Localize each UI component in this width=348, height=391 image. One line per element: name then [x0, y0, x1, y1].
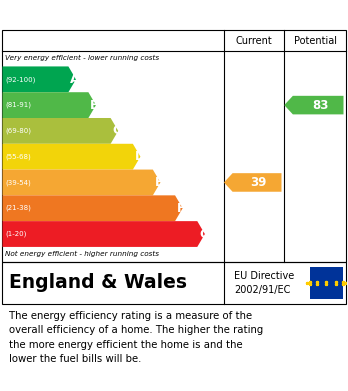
- Polygon shape: [284, 96, 343, 115]
- Polygon shape: [2, 66, 76, 92]
- Text: Potential: Potential: [294, 36, 337, 46]
- Text: (39-54): (39-54): [6, 179, 32, 186]
- Text: (81-91): (81-91): [6, 102, 32, 108]
- Text: Very energy efficient - lower running costs: Very energy efficient - lower running co…: [5, 55, 159, 61]
- Text: Energy Efficiency Rating: Energy Efficiency Rating: [10, 7, 220, 23]
- Text: (69-80): (69-80): [6, 127, 32, 134]
- Text: EU Directive
2002/91/EC: EU Directive 2002/91/EC: [234, 271, 294, 294]
- Polygon shape: [2, 196, 183, 221]
- Text: D: D: [135, 150, 145, 163]
- Text: The energy efficiency rating is a measure of the
overall efficiency of a home. T: The energy efficiency rating is a measur…: [9, 311, 263, 364]
- Text: G: G: [199, 228, 209, 240]
- Text: (92-100): (92-100): [6, 76, 36, 83]
- Polygon shape: [2, 144, 141, 170]
- Polygon shape: [2, 170, 160, 196]
- Text: Not energy efficient - higher running costs: Not energy efficient - higher running co…: [5, 251, 159, 257]
- Text: (55-68): (55-68): [6, 153, 32, 160]
- Text: C: C: [112, 124, 121, 137]
- Polygon shape: [224, 173, 282, 192]
- Text: 83: 83: [312, 99, 329, 111]
- Text: A: A: [70, 73, 80, 86]
- Text: (21-38): (21-38): [6, 205, 32, 212]
- Polygon shape: [2, 118, 118, 144]
- Polygon shape: [2, 92, 96, 118]
- Text: F: F: [177, 202, 185, 215]
- Text: E: E: [155, 176, 163, 189]
- Text: England & Wales: England & Wales: [9, 273, 187, 292]
- Text: B: B: [90, 99, 100, 111]
- Text: 39: 39: [250, 176, 267, 189]
- FancyBboxPatch shape: [310, 267, 343, 299]
- Text: (1-20): (1-20): [6, 231, 27, 237]
- Text: Current: Current: [236, 36, 272, 46]
- Polygon shape: [2, 221, 205, 247]
